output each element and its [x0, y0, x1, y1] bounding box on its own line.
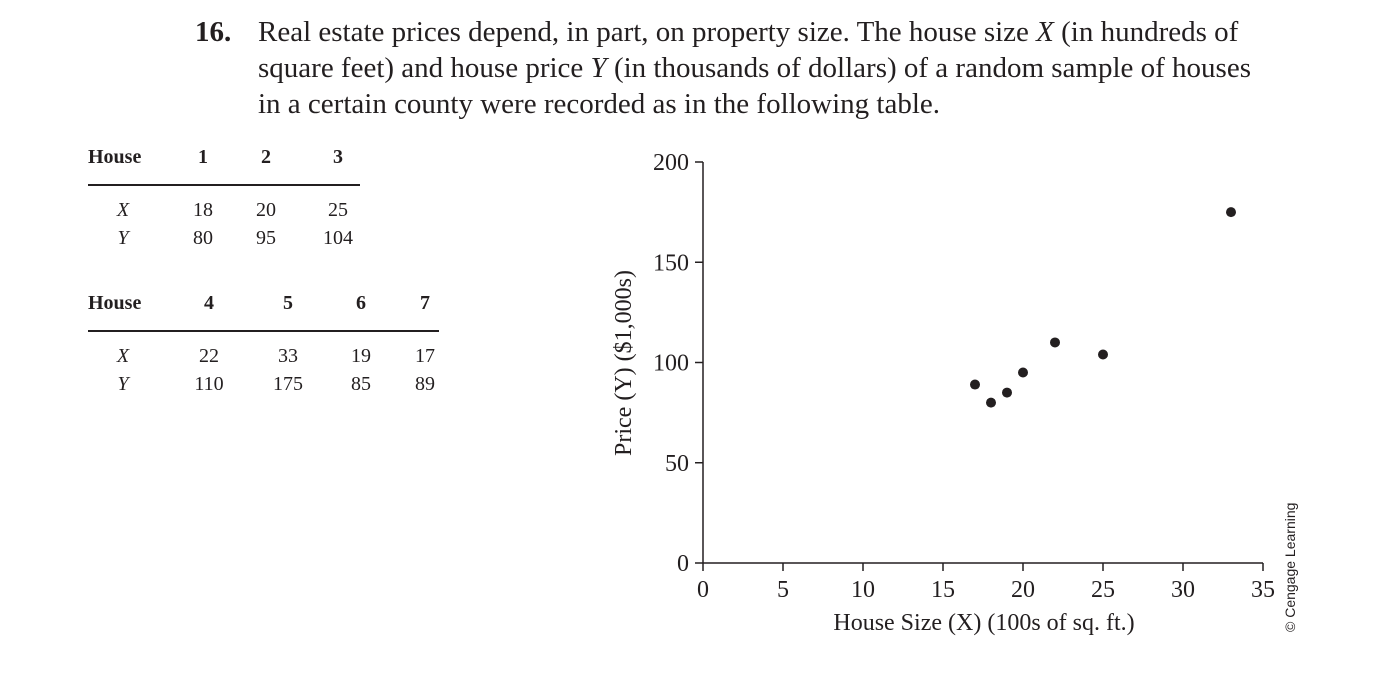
table-cell: 19	[351, 345, 371, 367]
problem-variable-x: X	[1036, 16, 1054, 48]
table-cell: 110	[194, 373, 224, 395]
y-tick-label: 100	[653, 351, 689, 377]
x-tick-label: 0	[697, 577, 709, 603]
table-cell: 18	[193, 199, 213, 221]
table-rule	[88, 184, 360, 186]
table-cell: 17	[415, 345, 435, 367]
x-tick-label: 15	[931, 577, 955, 603]
table-header-house: 7	[420, 292, 430, 314]
y-tick-label: 200	[653, 150, 689, 176]
problem-text-part-1: Real estate prices depend, in part, on p…	[258, 16, 1037, 48]
table-rule	[88, 330, 439, 332]
data-point	[1018, 367, 1028, 378]
table-header-house: 5	[283, 292, 293, 314]
table-header-house: 4	[204, 292, 214, 314]
table-cell: 25	[328, 199, 348, 221]
table-cell: 95	[256, 227, 276, 249]
table-row-label-y: Y	[117, 227, 129, 249]
table-header-house: 6	[356, 292, 366, 314]
problem-variable-y: Y	[590, 52, 607, 84]
problem-text-part-2: (in hundreds of square feet) and house p…	[258, 16, 1239, 84]
table-header-label: House	[88, 146, 142, 168]
table-row-label-x: X	[116, 199, 130, 221]
table-cell: 80	[193, 227, 213, 249]
y-tick-label: 150	[653, 250, 689, 276]
problem-text: Real estate prices depend, in part, on p…	[258, 14, 1278, 122]
table-header-label: House	[88, 292, 142, 314]
problem-text-part-3: (in thousands of dollars) of a random sa…	[258, 52, 1252, 120]
problem-number: 16.	[195, 16, 232, 48]
table-header-house: 2	[261, 146, 271, 168]
data-point	[1098, 349, 1108, 360]
data-point	[1226, 207, 1236, 218]
x-tick-label: 5	[777, 577, 789, 603]
data-point	[1050, 337, 1060, 348]
x-tick-label: 10	[851, 577, 875, 603]
table-row-label-y: Y	[117, 373, 129, 395]
table-cell: 89	[415, 373, 435, 395]
table-cell: 175	[273, 373, 303, 395]
table-header-house: 1	[198, 146, 208, 168]
table-cell: 20	[256, 199, 276, 221]
table-cell: 104	[323, 227, 353, 249]
data-point	[970, 379, 980, 390]
table-header-house: 3	[333, 146, 343, 168]
x-tick-label: 35	[1251, 577, 1275, 603]
table-cell: 33	[278, 345, 298, 367]
data-point	[986, 397, 996, 408]
x-tick-label: 20	[1011, 577, 1035, 603]
copyright-credit: © Cengage Learning	[1282, 502, 1298, 632]
x-tick-label: 25	[1091, 577, 1115, 603]
chart-axes: 0 5 10 15 20 25 30 35 0 50 100 150 200	[653, 150, 1275, 603]
x-axis-label: House Size (X) (100s of sq. ft.)	[833, 610, 1134, 636]
table-cell: 85	[351, 373, 371, 395]
y-tick-label: 50	[665, 451, 689, 477]
y-axis-label: Price (Y) ($1,000s)	[611, 270, 637, 456]
y-tick-label: 0	[677, 551, 689, 577]
x-tick-label: 30	[1171, 577, 1195, 603]
chart-points	[970, 207, 1236, 408]
table-cell: 22	[199, 345, 219, 367]
table-row-label-x: X	[116, 345, 130, 367]
data-point	[1002, 387, 1012, 398]
